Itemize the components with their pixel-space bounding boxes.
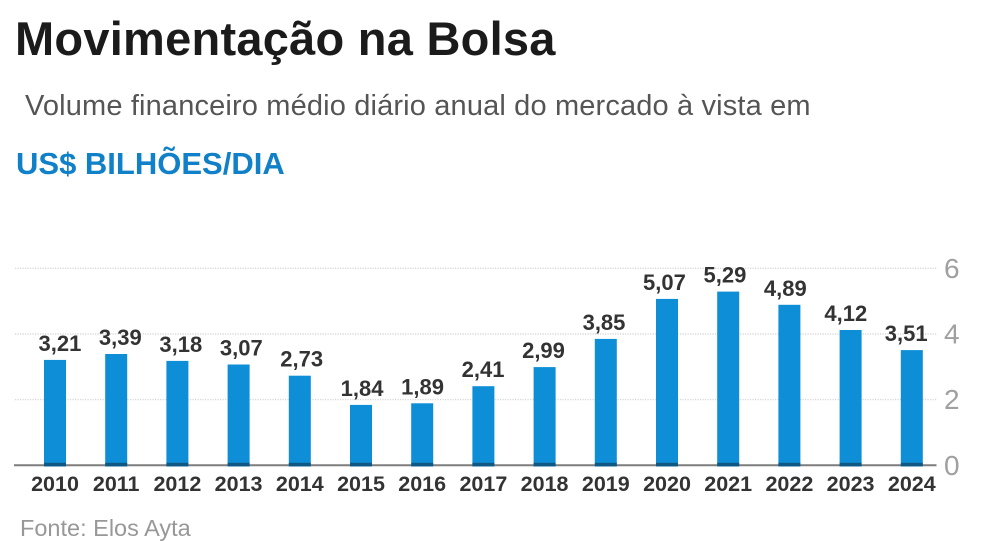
svg-text:4: 4 (944, 319, 960, 350)
svg-text:2019: 2019 (582, 472, 630, 496)
svg-text:2023: 2023 (827, 472, 875, 496)
svg-text:2015: 2015 (337, 472, 385, 496)
svg-text:2016: 2016 (398, 472, 446, 496)
svg-text:3,51: 3,51 (885, 321, 928, 346)
svg-text:3,21: 3,21 (38, 331, 81, 356)
svg-text:0: 0 (944, 450, 960, 481)
svg-text:3,85: 3,85 (583, 310, 626, 335)
svg-text:1,84: 1,84 (341, 376, 385, 401)
svg-text:2: 2 (944, 384, 960, 415)
svg-text:2,99: 2,99 (522, 338, 565, 363)
svg-text:3,18: 3,18 (159, 332, 202, 357)
svg-text:2012: 2012 (153, 472, 201, 496)
svg-text:2014: 2014 (276, 472, 324, 496)
svg-text:2022: 2022 (765, 472, 813, 496)
svg-text:2021: 2021 (704, 472, 752, 496)
svg-text:2010: 2010 (31, 472, 79, 496)
svg-text:3,07: 3,07 (220, 336, 263, 361)
svg-text:2024: 2024 (888, 472, 936, 496)
svg-text:5,29: 5,29 (703, 263, 746, 288)
svg-text:6: 6 (944, 253, 960, 284)
svg-text:2017: 2017 (459, 472, 507, 496)
svg-text:2018: 2018 (521, 472, 569, 496)
svg-text:1,89: 1,89 (401, 374, 444, 399)
svg-text:2020: 2020 (643, 472, 691, 496)
svg-text:2013: 2013 (215, 472, 263, 496)
svg-text:2,73: 2,73 (280, 347, 323, 372)
svg-text:4,89: 4,89 (764, 276, 807, 301)
svg-text:5,07: 5,07 (643, 270, 686, 295)
svg-text:2011: 2011 (93, 472, 140, 496)
svg-text:4,12: 4,12 (824, 301, 867, 326)
svg-text:3,39: 3,39 (99, 325, 142, 350)
svg-text:2,41: 2,41 (462, 357, 505, 382)
